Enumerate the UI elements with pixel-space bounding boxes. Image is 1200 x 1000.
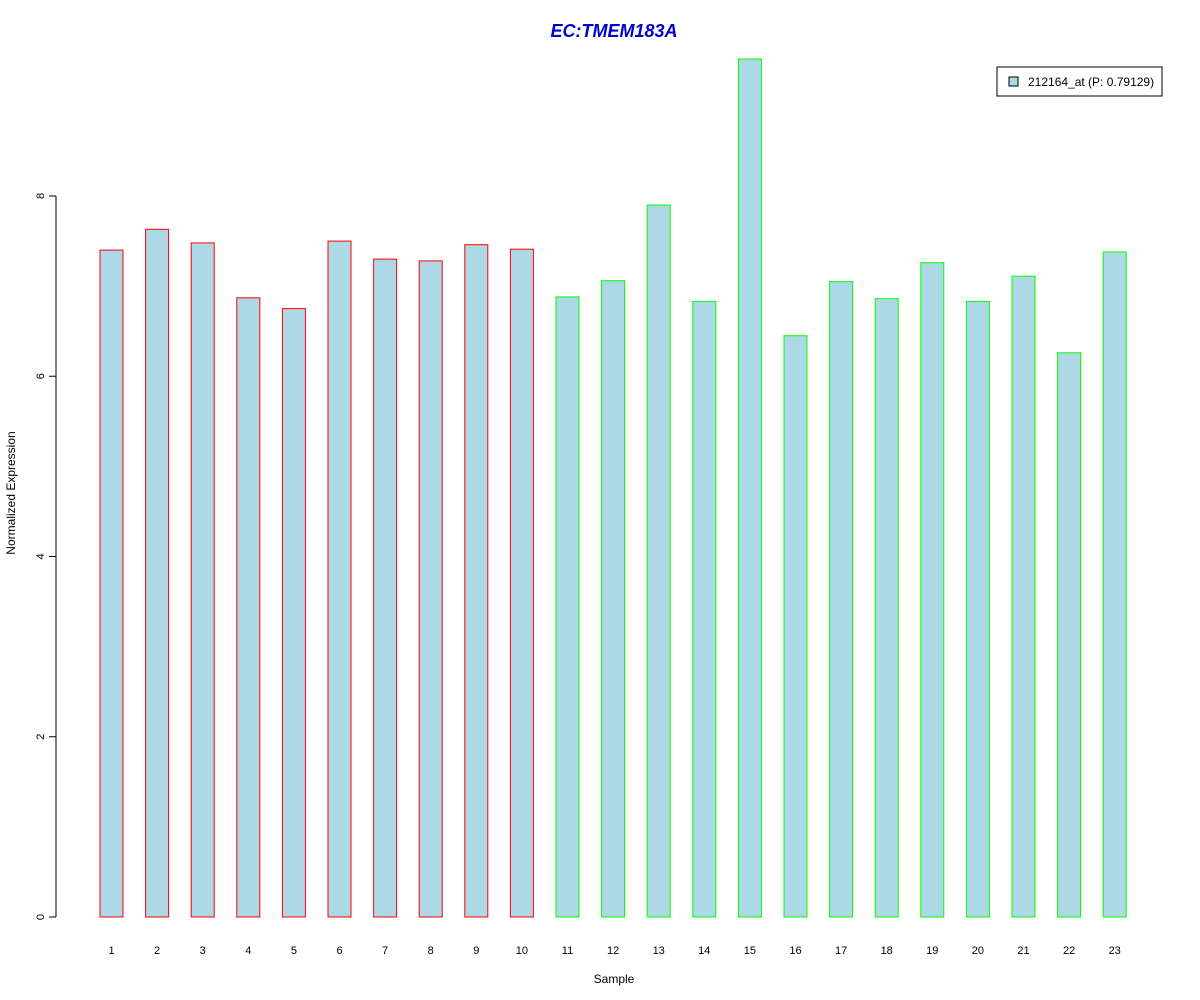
bar-2 (145, 228, 170, 918)
x-tick-label-5: 5 (291, 945, 297, 957)
y-tick-label-2: 4 (35, 553, 47, 559)
bar-5 (281, 308, 306, 918)
legend-entry: 212164_at (P: 0.79129) (1028, 75, 1154, 89)
x-tick-label-20: 20 (972, 945, 984, 957)
x-tick-label-15: 15 (744, 945, 756, 957)
x-tick-label-14: 14 (698, 945, 710, 957)
y-axis: 0 2 4 6 8 (35, 193, 57, 920)
x-tick-label-10: 10 (516, 945, 528, 957)
bar-4 (236, 297, 261, 918)
bar-15 (737, 58, 762, 918)
x-tick-label-3: 3 (200, 945, 206, 957)
bar-17 (829, 281, 854, 918)
x-tick-label-12: 12 (607, 945, 619, 957)
x-tick-label-17: 17 (835, 945, 847, 957)
legend-swatch (1008, 76, 1019, 87)
bar-6 (327, 240, 352, 918)
bar-20 (965, 300, 990, 918)
bar-14 (692, 300, 717, 918)
y-tick-label-3: 6 (35, 373, 47, 379)
bar-21 (1011, 275, 1036, 918)
bar-10 (509, 248, 534, 918)
bar-22 (1057, 352, 1082, 918)
x-tick-label-16: 16 (789, 945, 801, 957)
x-tick-label-8: 8 (428, 945, 434, 957)
x-axis-ticks: 1 2 3 4 5 6 7 8 9 10 11 12 13 14 15 16 17 18 19 20 21 22 23 (108, 945, 1120, 957)
bar-1 (99, 249, 124, 918)
bar-11 (555, 296, 580, 918)
bar-19 (920, 262, 945, 918)
y-tick-label-0: 0 (35, 914, 47, 920)
x-axis-label: Sample (594, 972, 635, 986)
x-tick-label-21: 21 (1017, 945, 1029, 957)
y-tick-label-4: 8 (35, 193, 47, 199)
x-tick-label-19: 19 (926, 945, 938, 957)
legend-box (996, 66, 1163, 97)
bar-16 (783, 335, 808, 918)
x-tick-label-18: 18 (881, 945, 893, 957)
x-tick-label-9: 9 (473, 945, 479, 957)
x-tick-label-22: 22 (1063, 945, 1075, 957)
bar-23 (1102, 251, 1127, 918)
bar-3 (190, 242, 215, 918)
x-tick-label-6: 6 (336, 945, 342, 957)
bars-group (99, 58, 1127, 918)
x-tick-label-11: 11 (562, 945, 573, 957)
bar-7 (373, 258, 398, 918)
bar-13 (646, 204, 671, 918)
x-tick-label-13: 13 (653, 945, 665, 957)
chart-title: EC:TMEM183A (550, 21, 677, 41)
bar-9 (464, 244, 489, 918)
x-tick-label-2: 2 (154, 945, 160, 957)
x-tick-label-23: 23 (1109, 945, 1121, 957)
legend: 212164_at (P: 0.79129) (996, 66, 1163, 97)
x-tick-label-4: 4 (245, 945, 251, 957)
bar-12 (601, 280, 626, 918)
x-tick-label-7: 7 (382, 945, 388, 957)
y-axis-label: Normalized Expression (4, 431, 18, 554)
bar-18 (874, 298, 899, 918)
x-tick-label-1: 1 (108, 945, 114, 957)
bar-8 (418, 260, 443, 918)
y-tick-label-1: 2 (35, 734, 47, 740)
